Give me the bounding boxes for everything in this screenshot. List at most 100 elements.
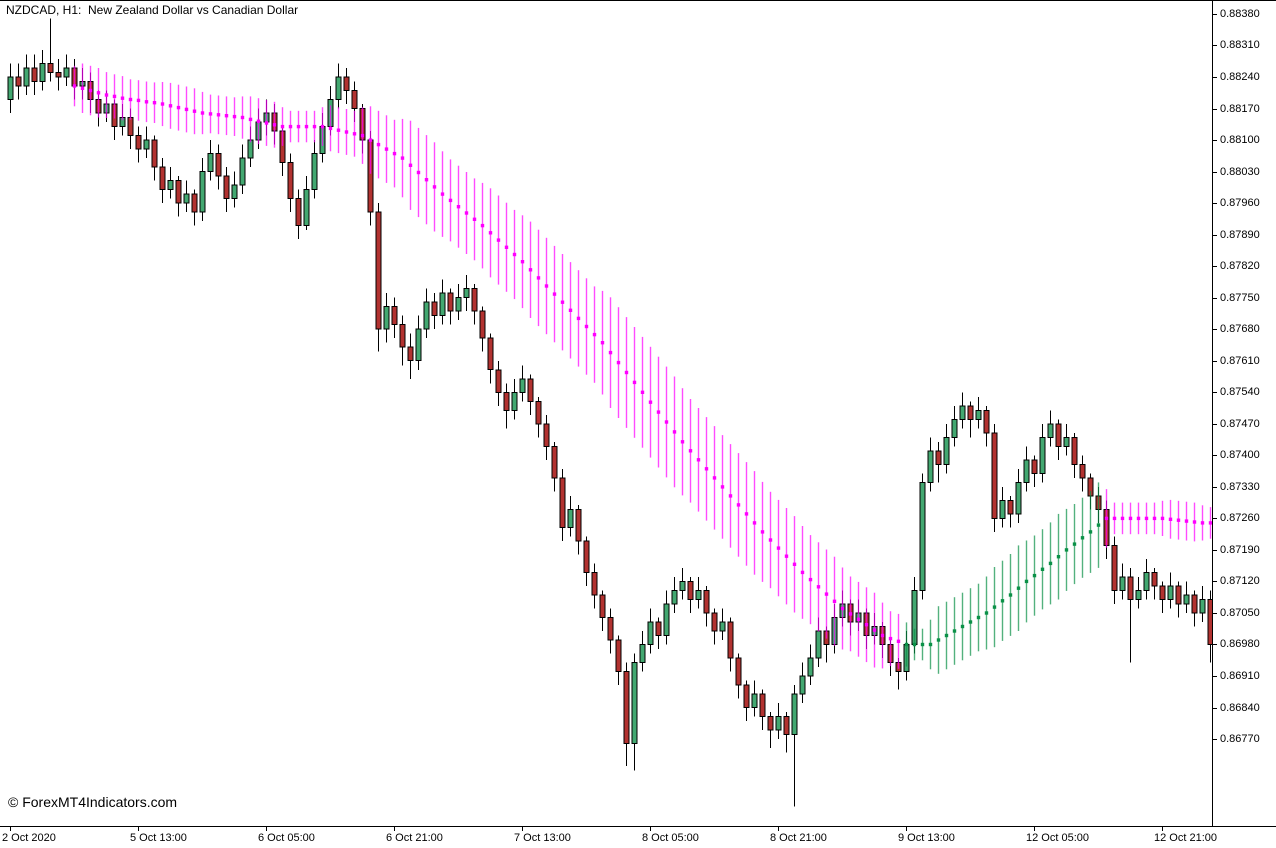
bull-candle: [671, 590, 678, 605]
price-tick-mark: [1213, 109, 1217, 110]
time-tick-mark: [10, 827, 11, 831]
indicator-dot: [1168, 517, 1173, 521]
indicator-dot: [1160, 516, 1165, 521]
bull-candle: [1015, 481, 1022, 515]
bear-candle: [991, 432, 998, 519]
bear-candle: [495, 369, 502, 393]
bear-candle: [935, 450, 942, 465]
price-tick-mark: [1213, 424, 1217, 425]
price-tick-mark: [1213, 45, 1217, 46]
bull-candle: [695, 590, 702, 600]
indicator-dot: [96, 91, 101, 95]
bull-candle: [959, 405, 966, 420]
indicator-dot: [568, 308, 573, 312]
indicator-dot: [760, 530, 765, 534]
indicator-dot: [1176, 518, 1181, 522]
bull-candle: [1135, 590, 1142, 600]
price-tick-mark: [1213, 266, 1217, 267]
indicator-dot: [888, 636, 893, 641]
bull-candle: [311, 153, 318, 191]
indicator-dot: [368, 138, 373, 142]
bull-candle: [63, 67, 70, 78]
indicator-dot: [776, 546, 781, 550]
indicator-dot: [488, 231, 493, 235]
price-axis-label: 0.86980: [1220, 638, 1260, 651]
price-axis-label: 0.87470: [1220, 417, 1260, 430]
time-axis-label: 8 Oct 05:00: [642, 832, 699, 844]
indicator-dot: [504, 245, 509, 249]
indicator-dot: [696, 458, 701, 462]
bull-candle: [199, 171, 206, 213]
bull-candle: [791, 693, 798, 735]
indicator-dot: [752, 521, 757, 525]
indicator-dot: [536, 276, 541, 280]
price-axis[interactable]: 0.88380 0.88310 0.88240 0.88170 0.88100 0.880…: [1212, 0, 1276, 826]
bear-candle: [1007, 499, 1014, 515]
indicator-dot: [624, 370, 629, 375]
indicator-dot: [232, 114, 237, 119]
indicator-dot: [704, 467, 709, 471]
price-axis-label: 0.88380: [1220, 7, 1260, 20]
indicator-dot: [1096, 523, 1101, 527]
bull-candle: [439, 292, 446, 317]
indicator-dot: [344, 130, 349, 134]
price-tick-mark: [1213, 203, 1217, 204]
indicator-dot: [720, 485, 725, 489]
price-tick-mark: [1213, 739, 1217, 740]
indicator-dot: [1184, 519, 1189, 523]
bear-candle: [1207, 599, 1212, 645]
bull-candle: [247, 139, 254, 159]
bull-candle: [663, 603, 670, 636]
indicator-dot: [1056, 555, 1061, 559]
indicator-dot: [976, 615, 981, 620]
indicator-dot: [800, 570, 805, 575]
price-axis-label: 0.87890: [1220, 228, 1260, 241]
indicator-dot: [280, 124, 285, 129]
indicator-dot: [872, 628, 877, 632]
indicator-dot: [520, 260, 525, 264]
bull-candle: [1119, 576, 1126, 591]
indicator-dot: [1128, 516, 1133, 521]
indicator-dot: [1000, 599, 1005, 603]
indicator-dot: [136, 98, 141, 103]
bull-candle: [975, 409, 982, 420]
price-axis-label: 0.88240: [1220, 71, 1260, 83]
bear-candle: [1079, 463, 1086, 479]
indicator-dot: [208, 112, 213, 116]
indicator-dot: [848, 612, 853, 616]
bear-candle: [583, 540, 590, 573]
indicator-dot: [1152, 516, 1157, 521]
time-tick-mark: [650, 827, 651, 831]
indicator-dot: [248, 117, 253, 122]
indicator-dot: [992, 605, 997, 609]
indicator-dot: [584, 324, 589, 329]
indicator-dot: [600, 341, 605, 345]
indicator-dot: [1072, 542, 1077, 546]
indicator-dot: [312, 124, 317, 129]
bear-candle: [535, 400, 542, 425]
time-axis-label: 12 Oct 21:00: [1154, 832, 1217, 844]
bull-candle: [167, 180, 174, 191]
indicator-dot: [608, 350, 613, 355]
indicator-dot: [1080, 536, 1085, 540]
price-axis-label: 0.87820: [1220, 260, 1260, 273]
indicator-dot: [960, 624, 965, 629]
bear-candle: [503, 391, 510, 411]
time-axis[interactable]: 2 Oct 2020 5 Oct 13:00 6 Oct 05:00 6 Oct 21…: [0, 826, 1276, 848]
bull-candle: [679, 580, 686, 591]
indicator-dot: [712, 476, 717, 480]
bear-candle: [215, 153, 222, 177]
indicator-dot: [328, 126, 333, 131]
bull-candle: [919, 481, 926, 591]
indicator-dot: [216, 113, 221, 117]
bear-candle: [31, 67, 38, 82]
bear-candle: [399, 324, 406, 348]
bull-candle: [943, 436, 950, 465]
bear-candle: [343, 76, 350, 91]
bear-candle: [1031, 459, 1038, 474]
indicator-dot: [1040, 567, 1045, 571]
candlestick-chart-canvas[interactable]: [0, 0, 1212, 826]
price-tick-mark: [1213, 455, 1217, 456]
indicator-dot: [272, 123, 277, 127]
price-chart-area[interactable]: NZDCAD, H1: New Zealand Dollar vs Canadi…: [0, 0, 1212, 826]
